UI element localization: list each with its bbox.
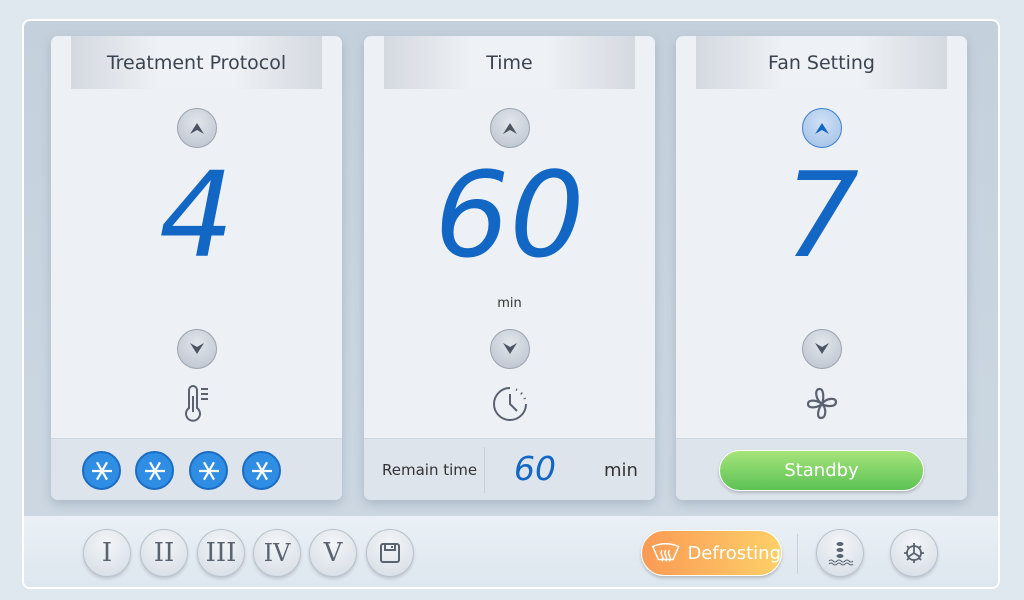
water-level-icon <box>828 542 854 566</box>
protocol-levels <box>51 438 342 500</box>
water-level-button[interactable] <box>816 529 864 577</box>
thermometer-icon <box>184 385 208 422</box>
snowflake-level-icon <box>242 451 281 490</box>
fan-value: 7 <box>783 146 860 284</box>
chevron-up-icon <box>502 123 517 134</box>
standby-button[interactable]: Standby <box>719 450 924 491</box>
status-bar: Standby <box>676 438 967 500</box>
time-unit: min <box>497 296 522 311</box>
chevron-down-icon <box>502 343 517 354</box>
settings-button[interactable] <box>890 529 938 577</box>
gear-icon <box>904 543 924 563</box>
defrosting-button[interactable]: Defrosting <box>641 530 782 576</box>
save-button[interactable] <box>366 529 414 577</box>
preset-3-button[interactable]: III <box>197 529 245 577</box>
remain-time-label: Remain time <box>382 461 478 479</box>
fan-setting-card: Fan Setting 7 Standby <box>676 36 967 500</box>
protocol-value: 4 <box>158 146 235 284</box>
preset-4-button[interactable]: IV <box>253 529 301 577</box>
snowflake-level-icon <box>82 451 121 490</box>
divider <box>797 534 798 574</box>
chevron-down-icon <box>814 343 829 354</box>
chevron-up-icon <box>814 123 829 134</box>
chevron-up-icon <box>189 123 204 134</box>
remain-time-unit: min <box>604 460 638 481</box>
remain-time-value: 60 <box>514 449 556 488</box>
fan-icon <box>806 387 837 420</box>
bottom-toolbar: I II III IV V Defrosting <box>24 516 998 587</box>
fan-down-button[interactable] <box>801 329 842 369</box>
main-panel: Treatment Protocol 4 Time 60 min Remain … <box>22 19 1000 589</box>
protocol-down-button[interactable] <box>176 329 217 369</box>
snowflake-level-icon <box>189 451 228 490</box>
windshield-defrost-icon <box>651 543 680 562</box>
divider <box>484 447 485 493</box>
remain-time-bar: Remain time 60 min <box>364 438 655 500</box>
card-title: Treatment Protocol <box>71 36 322 89</box>
fan-up-button[interactable] <box>801 108 842 148</box>
preset-1-button[interactable]: I <box>83 529 131 577</box>
preset-2-button[interactable]: II <box>140 529 188 577</box>
time-value: 60 <box>434 146 585 284</box>
preset-5-button[interactable]: V <box>309 529 357 577</box>
treatment-protocol-card: Treatment Protocol 4 <box>51 36 342 500</box>
chevron-down-icon <box>189 343 204 354</box>
floppy-disk-icon <box>380 543 400 563</box>
clock-icon <box>492 387 527 421</box>
time-down-button[interactable] <box>489 329 530 369</box>
protocol-up-button[interactable] <box>176 108 217 148</box>
defrosting-label: Defrosting <box>687 542 781 564</box>
card-title: Time <box>384 36 635 89</box>
time-up-button[interactable] <box>489 108 530 148</box>
snowflake-level-icon <box>135 451 174 490</box>
time-card: Time 60 min Remain time 60 min <box>364 36 655 500</box>
card-title: Fan Setting <box>696 36 947 89</box>
